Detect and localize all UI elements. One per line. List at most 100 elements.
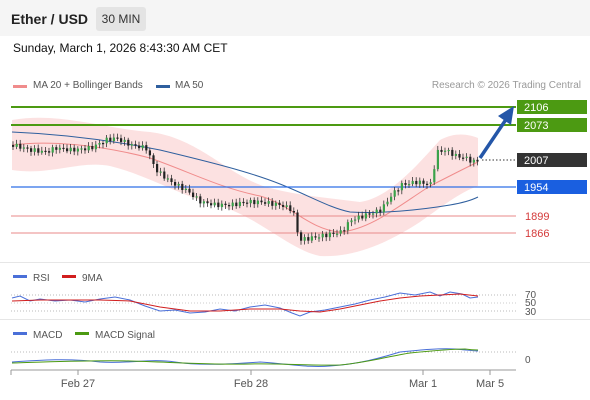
- ma20-legend-swatch: [13, 85, 27, 88]
- level-label-2106: 2106: [517, 100, 587, 114]
- level-label-1899: 1899: [525, 211, 549, 223]
- candle-body: [436, 149, 439, 170]
- timeframe-button[interactable]: 30 MIN: [96, 7, 146, 31]
- candle-body: [98, 143, 101, 145]
- candle-body: [138, 145, 141, 149]
- candle-body: [127, 139, 130, 146]
- candle-body: [91, 146, 94, 150]
- x-axis-label-feb27: Feb 27: [61, 378, 95, 390]
- candle-body: [30, 148, 33, 152]
- level-label-1866: 1866: [525, 228, 549, 240]
- candle-body: [249, 199, 252, 204]
- rsi-9ma-legend-swatch: [62, 275, 76, 278]
- candle-body: [231, 202, 234, 207]
- candle-body: [336, 233, 339, 235]
- candle-body: [256, 200, 259, 205]
- level-label-2007: 2007: [517, 153, 587, 167]
- candle-body: [112, 137, 115, 142]
- ma50-legend-label: MA 50: [175, 80, 204, 91]
- candle-body: [339, 230, 342, 234]
- candle-body: [130, 144, 133, 146]
- candle-body: [73, 147, 76, 152]
- macd-legend-swatch: [13, 332, 27, 335]
- candle-body: [224, 203, 227, 206]
- candle-body: [40, 150, 43, 153]
- candle-body: [372, 213, 375, 215]
- candle-body: [48, 151, 51, 153]
- level-label-2073: 2073: [517, 118, 587, 132]
- candle-body: [174, 181, 177, 186]
- candle-body: [264, 202, 267, 204]
- candle-body: [199, 196, 202, 204]
- candle-body: [181, 183, 184, 191]
- candle-body: [411, 180, 414, 185]
- candle-body: [177, 183, 180, 186]
- candle-body: [379, 209, 382, 213]
- candlesticks: [12, 133, 479, 245]
- candle-body: [109, 137, 112, 142]
- instrument-title: Ether / USD: [11, 11, 89, 27]
- candle-body: [62, 147, 65, 150]
- macd-tick-0: 0: [525, 355, 531, 366]
- rsi-legend-label: RSI: [33, 273, 50, 284]
- candle-body: [408, 184, 411, 186]
- x-axis-label-mar5: Mar 5: [476, 378, 504, 390]
- candle-body: [80, 148, 83, 150]
- candle-body: [217, 202, 220, 208]
- pane-separator: [0, 319, 590, 320]
- level-label-1954: 1954: [517, 180, 587, 194]
- candle-body: [393, 190, 396, 197]
- candle-body: [94, 144, 97, 150]
- rsi-9ma-line: [11, 293, 479, 313]
- candle-body: [76, 148, 79, 152]
- candle-body: [444, 150, 447, 152]
- candle-body: [202, 201, 205, 204]
- candle-body: [188, 188, 191, 193]
- candle-body: [170, 178, 173, 182]
- macd-signal-legend-label: MACD Signal: [95, 330, 155, 341]
- pane-separator: [0, 262, 590, 263]
- candle-body: [66, 148, 69, 152]
- candle-body: [192, 192, 195, 197]
- ma50-line: [11, 131, 479, 214]
- candle-body: [274, 202, 277, 206]
- candle-body: [58, 147, 61, 150]
- candle-body: [469, 156, 472, 163]
- candle-body: [310, 236, 313, 241]
- candle-body: [102, 143, 105, 145]
- candle-body: [447, 149, 450, 152]
- candle-body: [184, 188, 187, 191]
- candle-body: [325, 233, 328, 238]
- rsi-tick-50: 50: [525, 298, 537, 309]
- chart-header: Ether / USD 30 MIN: [0, 0, 590, 36]
- candle-body: [15, 143, 18, 147]
- candle-body: [462, 157, 465, 159]
- candle-body: [213, 202, 216, 206]
- candle-body: [375, 209, 378, 214]
- candle-body: [271, 201, 274, 206]
- rsi-tick-30: 30: [525, 307, 537, 318]
- candle-body: [267, 201, 270, 204]
- svg-text:2106: 2106: [524, 102, 548, 114]
- x-axis-label-mar1: Mar 1: [409, 378, 437, 390]
- candle-body: [282, 204, 285, 207]
- candle-body: [346, 222, 349, 231]
- candle-body: [228, 205, 231, 207]
- candle-body: [429, 182, 432, 185]
- rsi-tick-70: 70: [525, 290, 537, 301]
- rsi-legend-swatch: [13, 275, 27, 278]
- candle-body: [400, 183, 403, 191]
- svg-text:2007: 2007: [524, 155, 548, 167]
- candle-body: [37, 148, 40, 153]
- candle-body: [321, 233, 324, 238]
- svg-text:2073: 2073: [524, 120, 548, 132]
- candle-body: [472, 159, 475, 163]
- candle-body: [206, 201, 209, 204]
- ma50-legend-swatch: [156, 85, 170, 88]
- chart-datetime: Sunday, March 1, 2026 8:43:30 AM CET: [13, 41, 228, 55]
- candle-body: [156, 163, 159, 173]
- candle-body: [238, 201, 241, 207]
- candle-body: [364, 213, 367, 219]
- candle-body: [253, 199, 256, 205]
